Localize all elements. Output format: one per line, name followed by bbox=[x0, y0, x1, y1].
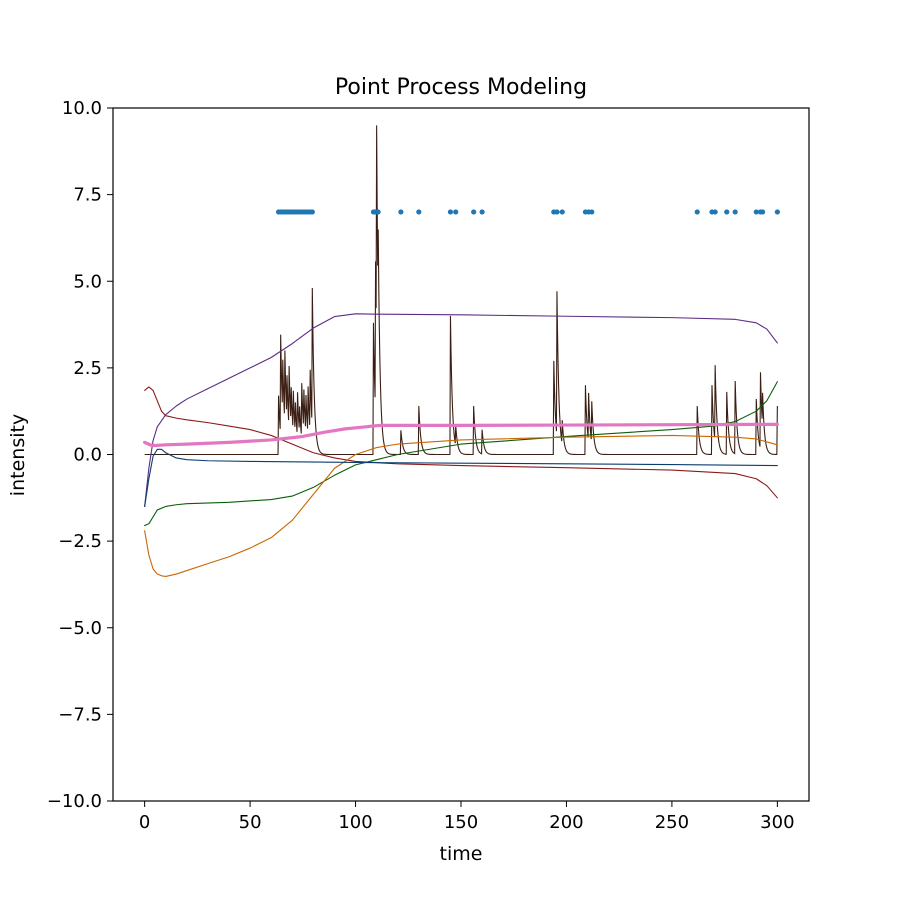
event-point bbox=[398, 209, 404, 215]
event-point bbox=[712, 209, 718, 215]
series-line-4 bbox=[144, 434, 778, 578]
series-line-6 bbox=[143, 422, 779, 448]
x-tick-label: 200 bbox=[549, 812, 583, 833]
event-point bbox=[554, 209, 560, 215]
chart-title: Point Process Modeling bbox=[335, 75, 587, 100]
x-tick-label: 150 bbox=[444, 812, 478, 833]
y-tick-label: 2.5 bbox=[73, 358, 102, 379]
x-tick-label: 250 bbox=[655, 812, 689, 833]
y-tick-label: −2.5 bbox=[58, 531, 102, 552]
x-tick-label: 0 bbox=[139, 812, 150, 833]
series-layer bbox=[143, 125, 779, 578]
series-line-intensity bbox=[144, 125, 778, 456]
event-point bbox=[559, 209, 565, 215]
x-tick-label: 300 bbox=[760, 812, 794, 833]
series-line-5 bbox=[144, 448, 778, 508]
y-tick-label: −5.0 bbox=[58, 618, 102, 639]
x-tick-label: 100 bbox=[338, 812, 372, 833]
event-markers bbox=[275, 209, 780, 215]
event-point bbox=[753, 209, 759, 215]
event-point bbox=[760, 209, 766, 215]
event-point bbox=[774, 209, 780, 215]
event-point bbox=[309, 209, 315, 215]
x-axis-label: time bbox=[440, 843, 483, 865]
y-tick-label: 7.5 bbox=[73, 185, 102, 206]
x-axis: 0 50 100 150 200 250 300 bbox=[139, 801, 795, 833]
y-tick-label: 5.0 bbox=[73, 271, 102, 292]
event-point bbox=[471, 209, 477, 215]
event-point bbox=[453, 209, 459, 215]
series-line-1 bbox=[144, 313, 778, 508]
y-tick-label: 10.0 bbox=[62, 98, 102, 119]
event-point bbox=[416, 209, 422, 215]
y-tick-label: −10.0 bbox=[47, 791, 102, 812]
event-point bbox=[375, 209, 381, 215]
event-point bbox=[732, 209, 738, 215]
event-point bbox=[724, 209, 730, 215]
x-tick-label: 50 bbox=[239, 812, 262, 833]
event-point bbox=[694, 209, 700, 215]
y-tick-label: −7.5 bbox=[58, 704, 102, 725]
y-tick-label: 0.0 bbox=[73, 445, 102, 466]
event-point bbox=[447, 209, 454, 215]
event-point bbox=[479, 209, 485, 215]
y-axis: −10.0 −7.5 −5.0 −2.5 0.0 2.5 5.0 7.5 10.0 bbox=[47, 98, 113, 812]
y-axis-label: intensity bbox=[7, 414, 29, 496]
event-point bbox=[589, 209, 595, 215]
